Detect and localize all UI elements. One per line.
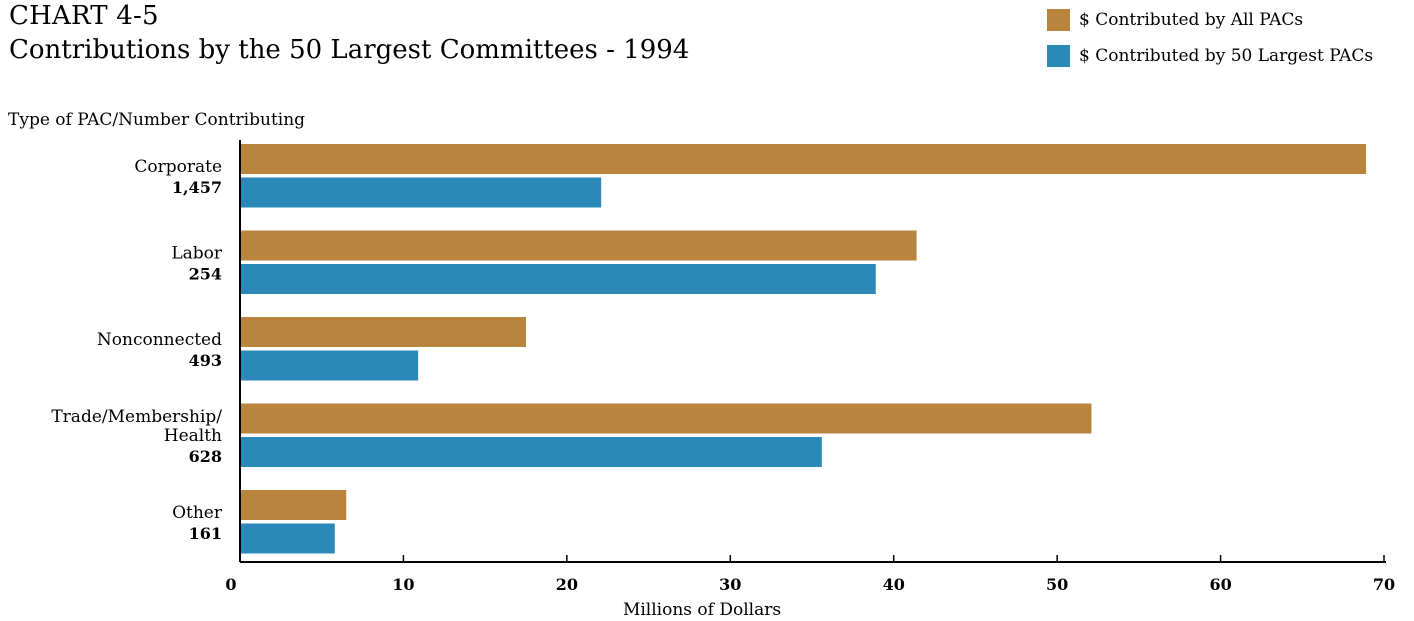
x-tick-label-5: 50 [1046,575,1068,594]
bar-all-pacs-2 [240,317,526,347]
y-axis-title: Type of PAC/Number Contributing [8,110,305,130]
category-label-0-0: Corporate [134,157,222,177]
category-label-2-0: Nonconnected [97,330,222,350]
bar-largest-pacs-0 [240,178,601,208]
bar-largest-pacs-2 [240,351,418,381]
bar-all-pacs-1 [240,231,917,261]
x-tick-label-1: 10 [392,575,414,594]
x-tick-label-2: 20 [556,575,578,594]
x-tick-label-7: 70 [1373,575,1395,594]
category-label-3-1: Health [164,426,222,446]
category-count-1: 254 [189,264,222,283]
bar-largest-pacs-4 [240,524,335,554]
x-tick-label-0: 0 [225,575,236,594]
category-count-0: 1,457 [172,178,222,197]
category-count-4: 161 [189,524,222,543]
bar-all-pacs-0 [240,144,1366,174]
category-count-2: 493 [189,351,222,370]
category-label-3-0: Trade/Membership/ [51,407,222,427]
x-tick-label-4: 40 [883,575,905,594]
category-count-3: 628 [189,447,222,466]
bar-all-pacs-4 [240,490,346,520]
x-tick-label-6: 60 [1209,575,1231,594]
bar-largest-pacs-1 [240,264,876,294]
category-label-4-0: Other [172,503,223,523]
x-tick-label-3: 30 [719,575,741,594]
category-label-1-0: Labor [171,243,223,263]
bar-largest-pacs-3 [240,437,822,467]
x-axis-title: Millions of Dollars [623,600,781,620]
bar-all-pacs-3 [240,404,1091,434]
